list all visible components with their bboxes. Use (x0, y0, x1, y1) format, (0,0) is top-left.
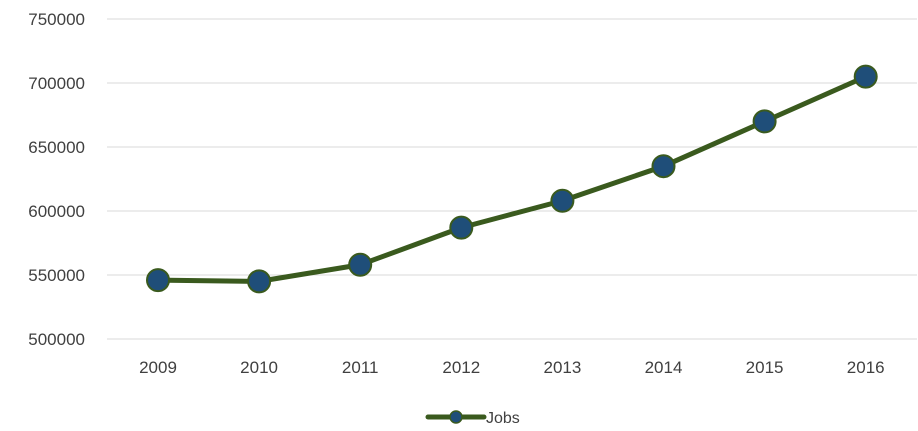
y-tick-label-550000: 550000 (28, 266, 85, 285)
legend-label-jobs: Jobs (486, 410, 520, 426)
data-point-2016 (853, 64, 878, 89)
data-point-2015 (752, 109, 777, 134)
series-jobs (146, 64, 878, 294)
x-tick-label-2016: 2016 (847, 358, 885, 377)
x-tick-label-2014: 2014 (645, 358, 683, 377)
data-point-2012 (449, 215, 474, 240)
y-tick-label-750000: 750000 (28, 10, 85, 29)
x-tick-label-2015: 2015 (746, 358, 784, 377)
data-point-2013 (550, 188, 575, 213)
data-point-2011 (348, 252, 373, 277)
x-axis: 2009 2010 2011 2012 2013 2014 2015 2016 (139, 358, 885, 377)
y-tick-label-500000: 500000 (28, 330, 85, 349)
data-point-2009 (146, 268, 170, 293)
data-point-2010 (247, 269, 272, 294)
series-line-jobs (155, 74, 869, 284)
x-tick-label-2012: 2012 (442, 358, 480, 377)
legend-marker-swatch (449, 410, 463, 424)
y-tick-label-650000: 650000 (28, 138, 85, 157)
y-tick-label-700000: 700000 (28, 74, 85, 93)
y-axis: 500000 550000 600000 650000 700000 750000 (28, 10, 85, 349)
gridlines (107, 18, 917, 340)
x-tick-label-2009: 2009 (139, 358, 177, 377)
legend: Jobs (425, 410, 520, 427)
x-tick-label-2010: 2010 (240, 358, 278, 377)
x-tick-label-2011: 2011 (342, 358, 379, 377)
x-tick-label-2013: 2013 (543, 358, 581, 377)
y-tick-label-600000: 600000 (28, 202, 85, 221)
data-point-2014 (651, 154, 676, 179)
